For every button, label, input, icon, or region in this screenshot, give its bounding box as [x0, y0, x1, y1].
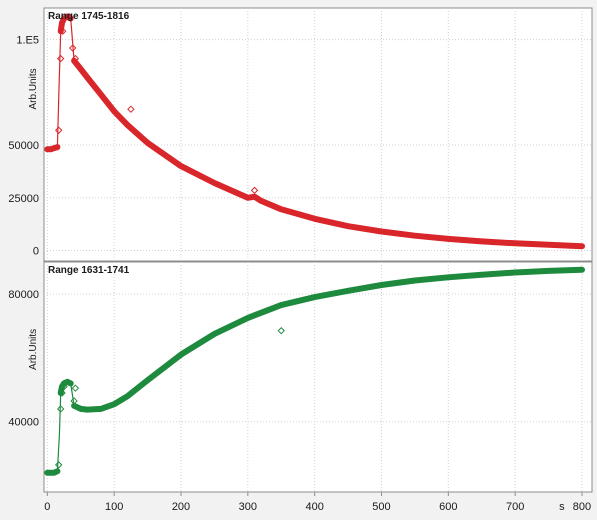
y-tick-label: 0	[33, 245, 39, 257]
x-axis-unit-label: s	[559, 501, 565, 513]
data-point-marker	[71, 384, 80, 392]
top-panel-markers	[54, 27, 259, 195]
x-tick-label: 700	[506, 501, 524, 513]
series-line	[71, 266, 585, 413]
x-tick-label: 200	[172, 501, 190, 513]
y-tick-label: 80000	[8, 289, 39, 301]
y-tick-label: 40000	[8, 417, 39, 429]
data-point-marker	[277, 326, 285, 335]
data-point-marker	[60, 382, 68, 391]
data-point-marker	[58, 389, 66, 397]
top-panel-grid	[44, 8, 592, 261]
top-panel-y-ticks: 0 25000 50000 1.E5	[8, 35, 39, 258]
y-tick-label: 1.E5	[16, 35, 39, 47]
top-panel-plot-area	[43, 7, 593, 262]
data-point-marker	[57, 405, 65, 413]
series-line	[71, 57, 585, 250]
data-point-marker	[250, 186, 259, 195]
x-axis: 0 100 200 300 400 500 600 700 800	[44, 492, 591, 513]
series-baseline-segment	[44, 468, 61, 476]
series-baseline-segment	[44, 144, 61, 153]
x-tick-label: 300	[239, 501, 257, 513]
x-tick-label: 0	[44, 501, 50, 513]
data-point-marker	[57, 54, 65, 63]
y-tick-label: 25000	[8, 193, 39, 205]
data-point-marker	[59, 27, 67, 35]
data-point-marker	[54, 126, 63, 134]
x-tick-label: 600	[439, 501, 457, 513]
top-panel: 0 25000 50000 1.E5 Range 1745-1816 Arb.Unit…	[8, 7, 593, 262]
data-point-marker	[127, 105, 135, 113]
data-point-marker	[54, 461, 63, 469]
bottom-panel-plot-area	[43, 261, 593, 493]
bottom-panel-y-ticks: 40000 80000	[8, 289, 39, 429]
bottom-panel-markers	[54, 326, 285, 469]
bottom-panel: 40000 80000 Range 1631-1741 Arb.Units	[8, 261, 593, 493]
x-tick-label: 400	[305, 501, 323, 513]
x-tick-label: 100	[105, 501, 123, 513]
bottom-panel-title: Range 1631-1741	[48, 265, 130, 276]
x-tick-label: 500	[372, 501, 390, 513]
x-tick-label: 800	[573, 501, 591, 513]
y-tick-label: 50000	[8, 140, 39, 152]
data-point-marker	[69, 44, 77, 52]
data-point-marker	[71, 54, 80, 63]
bottom-panel-y-axis-label: Arb.Units	[28, 329, 39, 370]
top-panel-title: Range 1745-1816	[48, 11, 130, 22]
top-panel-y-axis-label: Arb.Units	[28, 68, 39, 109]
series-plateau-segment	[57, 13, 74, 35]
data-point-marker	[70, 397, 78, 405]
